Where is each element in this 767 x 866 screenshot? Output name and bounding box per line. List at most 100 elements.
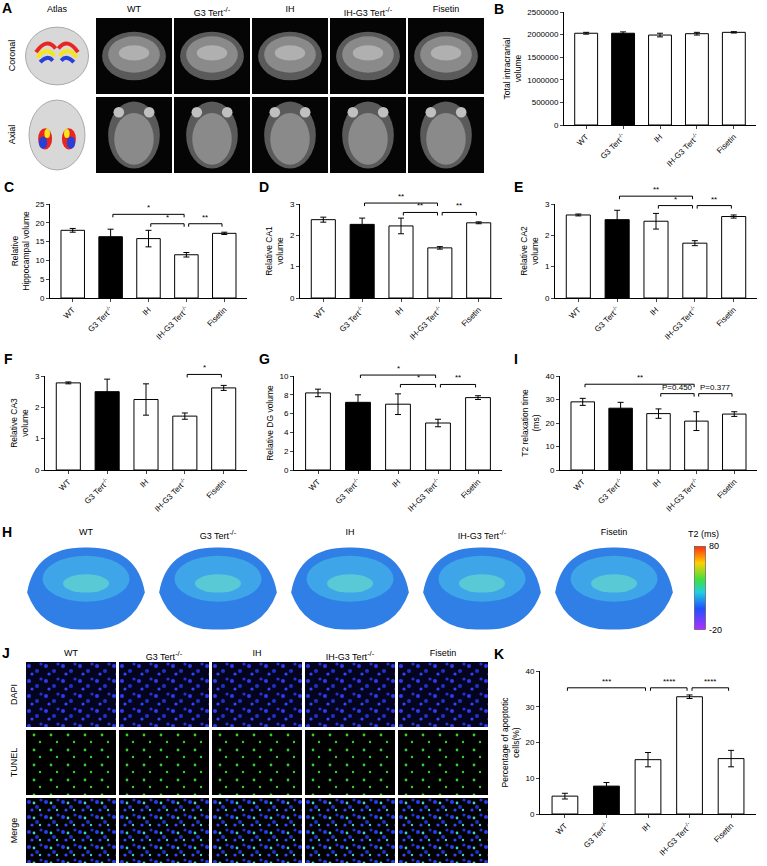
svg-text:10: 10 xyxy=(525,774,534,783)
svg-text:G3 Tert​-/-​: G3 Tert​-/-​ xyxy=(337,304,367,334)
svg-text:*: * xyxy=(397,364,400,373)
svg-text:****: **** xyxy=(663,677,675,686)
svg-text:*: * xyxy=(166,213,169,222)
svg-text:2000000: 2000000 xyxy=(527,30,559,39)
svg-text:40: 40 xyxy=(525,667,534,676)
svg-text:2: 2 xyxy=(284,447,289,456)
svg-text:**: ** xyxy=(637,373,643,382)
svg-text:WT: WT xyxy=(57,477,72,492)
svg-text:Fisetin: Fisetin xyxy=(715,132,738,155)
svg-text:0: 0 xyxy=(550,466,555,475)
svg-text:0: 0 xyxy=(35,466,40,475)
svg-text:Relative DG volume: Relative DG volume xyxy=(265,385,275,461)
svg-text:2: 2 xyxy=(290,231,295,240)
svg-text:Fisetin: Fisetin xyxy=(460,305,483,328)
svg-text:10: 10 xyxy=(279,372,288,381)
svg-text:0: 0 xyxy=(554,121,559,130)
svg-text:WT: WT xyxy=(307,477,322,492)
svg-text:IH: IH xyxy=(652,132,664,144)
svg-text:****: **** xyxy=(704,677,716,686)
svg-text:3: 3 xyxy=(545,200,550,209)
svg-text:G3 Tert​-/-​: G3 Tert​-/-​ xyxy=(592,304,622,334)
svg-text:0: 0 xyxy=(290,294,295,303)
svg-text:RelativeHippocampal volume: RelativeHippocampal volume xyxy=(10,211,31,291)
svg-text:**: ** xyxy=(711,195,717,204)
svg-text:40: 40 xyxy=(545,372,554,381)
svg-text:**: ** xyxy=(398,192,404,201)
svg-text:500000: 500000 xyxy=(532,98,559,107)
svg-text:**: ** xyxy=(456,201,462,210)
svg-text:IH-G3 Tert​-/-​: IH-G3 Tert​-/-​ xyxy=(657,820,694,857)
svg-text:10: 10 xyxy=(35,256,44,265)
svg-text:20: 20 xyxy=(35,219,44,228)
svg-text:IH-G3 Tert​-/-​: IH-G3 Tert​-/-​ xyxy=(407,304,444,341)
svg-text:**: ** xyxy=(202,213,208,222)
svg-text:Fisetin: Fisetin xyxy=(715,305,738,328)
svg-text:IH-G3 Tert​-/-​: IH-G3 Tert​-/-​ xyxy=(662,304,699,341)
svg-text:1: 1 xyxy=(290,262,295,271)
svg-text:G3 Tert​-/-​: G3 Tert​-/-​ xyxy=(581,820,611,850)
svg-text:2: 2 xyxy=(545,231,550,240)
svg-text:1500000: 1500000 xyxy=(527,53,559,62)
svg-text:Percentage of apoptoticcells(%: Percentage of apoptoticcells(%) xyxy=(500,697,521,788)
svg-text:Fisetin: Fisetin xyxy=(205,477,228,500)
svg-text:***: *** xyxy=(602,677,611,686)
svg-text:Fisetin: Fisetin xyxy=(715,477,738,500)
svg-text:0: 0 xyxy=(40,294,45,303)
svg-text:1: 1 xyxy=(35,434,40,443)
svg-text:WT: WT xyxy=(62,305,77,320)
svg-text:1000000: 1000000 xyxy=(527,76,559,85)
svg-text:*: * xyxy=(147,203,150,212)
svg-text:3: 3 xyxy=(35,372,40,381)
svg-text:5: 5 xyxy=(40,275,45,284)
svg-text:IH-G3 Tert​-/-​: IH-G3 Tert​-/-​ xyxy=(664,131,701,168)
svg-text:3: 3 xyxy=(290,200,295,209)
svg-text:4: 4 xyxy=(284,428,289,437)
svg-text:IH-G3 Tert​-/-​: IH-G3 Tert​-/-​ xyxy=(405,476,442,513)
svg-text:0: 0 xyxy=(284,466,289,475)
svg-text:**: ** xyxy=(417,201,423,210)
svg-text:IH: IH xyxy=(640,821,652,833)
svg-text:WT: WT xyxy=(312,305,327,320)
svg-text:IH: IH xyxy=(651,477,663,489)
svg-text:G3 Tert​-/-​: G3 Tert​-/-​ xyxy=(85,304,115,334)
svg-text:*: * xyxy=(203,363,206,372)
svg-text:30: 30 xyxy=(545,395,554,404)
svg-text:20: 20 xyxy=(525,738,534,747)
svg-text:WT: WT xyxy=(575,132,590,147)
svg-text:IH-G3 Tert​-/-​: IH-G3 Tert​-/-​ xyxy=(154,304,191,341)
svg-text:10: 10 xyxy=(545,442,554,451)
svg-text:G3 Tert​-/-​: G3 Tert​-/-​ xyxy=(333,476,363,506)
svg-text:IH: IH xyxy=(390,477,402,489)
svg-text:Relative CA2volume: Relative CA2volume xyxy=(519,226,540,276)
svg-text:P=0.450: P=0.450 xyxy=(662,383,693,392)
svg-text:**: ** xyxy=(455,373,461,382)
svg-text:0: 0 xyxy=(545,294,550,303)
svg-text:T2 relaxation time(ms): T2 relaxation time(ms) xyxy=(520,389,541,457)
svg-text:8: 8 xyxy=(284,391,289,400)
svg-text:20: 20 xyxy=(545,419,554,428)
svg-text:P=0.377: P=0.377 xyxy=(700,383,731,392)
svg-text:IH: IH xyxy=(393,305,405,317)
svg-text:Fisetin: Fisetin xyxy=(712,821,735,844)
svg-text:6: 6 xyxy=(284,409,289,418)
svg-text:2500000: 2500000 xyxy=(527,8,559,17)
svg-text:WT: WT xyxy=(554,821,569,836)
svg-text:15: 15 xyxy=(35,237,44,246)
svg-text:Fisetin: Fisetin xyxy=(459,477,482,500)
svg-text:0: 0 xyxy=(530,810,535,819)
svg-text:Total intracranialvolume: Total intracranialvolume xyxy=(502,37,523,99)
svg-text:25: 25 xyxy=(35,200,44,209)
svg-text:Fisetin: Fisetin xyxy=(205,305,228,328)
svg-text:IH-G3 Tert​-/-​: IH-G3 Tert​-/-​ xyxy=(664,476,701,513)
svg-text:30: 30 xyxy=(525,703,534,712)
svg-text:Relative CA3volume: Relative CA3volume xyxy=(9,398,30,448)
svg-text:IH: IH xyxy=(141,305,153,317)
svg-text:*: * xyxy=(417,373,420,382)
svg-text:WT: WT xyxy=(567,305,582,320)
svg-text:G3 Tert​-/-​: G3 Tert​-/-​ xyxy=(595,476,625,506)
svg-text:**: ** xyxy=(653,185,659,194)
svg-text:G3 Tert​-/-​: G3 Tert​-/-​ xyxy=(598,131,628,161)
svg-text:G3 Tert​-/-​: G3 Tert​-/-​ xyxy=(82,476,112,506)
svg-text:*: * xyxy=(674,195,677,204)
